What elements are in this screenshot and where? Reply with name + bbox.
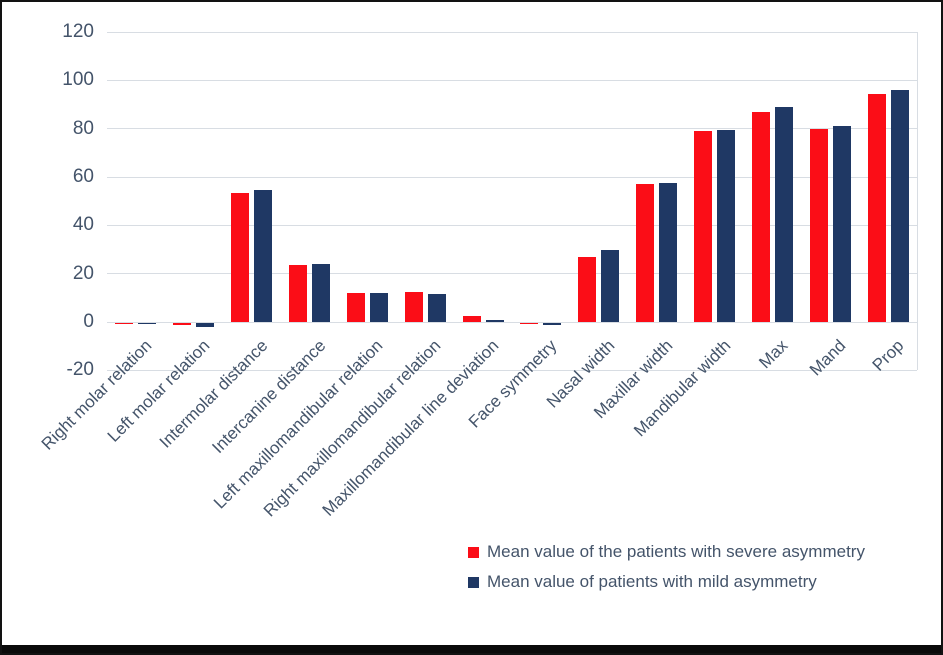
bar-severe xyxy=(578,256,597,322)
y-axis-tick-label: 20 xyxy=(72,262,94,284)
x-axis-category-label: Max xyxy=(755,336,792,373)
x-axis-category-label: Right molar relation xyxy=(37,336,156,454)
bar-mild xyxy=(254,190,273,322)
plot-right-border xyxy=(917,32,918,371)
bar-mild xyxy=(427,293,446,322)
bar-mild xyxy=(832,126,851,322)
gridline xyxy=(107,224,917,226)
y-axis-tick-label: 0 xyxy=(83,311,94,332)
x-axis-category-label: Mand xyxy=(806,336,850,380)
legend-item-mild: Mean value of patients with mild asymmet… xyxy=(468,572,865,592)
x-axis-category-label: Left molar relation xyxy=(103,336,214,446)
gridline xyxy=(107,321,917,323)
bar-severe xyxy=(636,184,655,322)
legend-label-mild: Mean value of patients with mild asymmet… xyxy=(487,572,817,591)
bar-severe xyxy=(751,111,770,322)
bar-mild xyxy=(312,264,330,322)
bar-severe xyxy=(289,265,307,322)
gridline xyxy=(107,273,917,275)
bar-severe xyxy=(809,128,828,322)
legend-item-severe: Mean value of the patients with severe a… xyxy=(468,542,865,562)
bar-severe xyxy=(867,93,886,322)
bar-severe xyxy=(173,323,192,326)
bar-mild xyxy=(717,129,735,322)
gridline xyxy=(107,369,917,371)
bar-mild xyxy=(369,293,388,322)
bar-mild xyxy=(601,249,620,322)
legend: Mean value of the patients with severe a… xyxy=(468,542,865,592)
gridline xyxy=(107,128,917,130)
bar-mild xyxy=(485,320,504,322)
bar-severe xyxy=(694,131,712,322)
legend-swatch-mild xyxy=(468,576,479,588)
y-axis-tick-label: 80 xyxy=(72,117,94,139)
bar-mild xyxy=(659,183,678,322)
legend-label-severe: Mean value of the patients with severe a… xyxy=(487,542,865,561)
bar-mild xyxy=(774,106,793,322)
bar-severe xyxy=(346,293,365,322)
bar-mild xyxy=(890,90,909,322)
gridline xyxy=(107,31,917,33)
legend-swatch-severe xyxy=(468,546,479,558)
frame-bottom-bar xyxy=(2,645,941,653)
y-axis-tick-label: -20 xyxy=(66,359,94,381)
bar-mild xyxy=(543,323,562,325)
y-axis-tick-label: 60 xyxy=(72,166,94,187)
bar-severe xyxy=(404,292,423,322)
y-axis-tick-label: 100 xyxy=(62,69,94,91)
x-axis-category-label: Intermolar distance xyxy=(155,336,272,452)
gridline xyxy=(107,176,917,178)
y-axis-tick-label: 40 xyxy=(72,214,94,236)
bar-severe xyxy=(231,192,250,322)
bar-mild xyxy=(196,323,215,327)
y-axis-tick-label: 120 xyxy=(62,21,94,43)
gridline xyxy=(107,79,917,81)
bar-severe xyxy=(462,315,481,322)
